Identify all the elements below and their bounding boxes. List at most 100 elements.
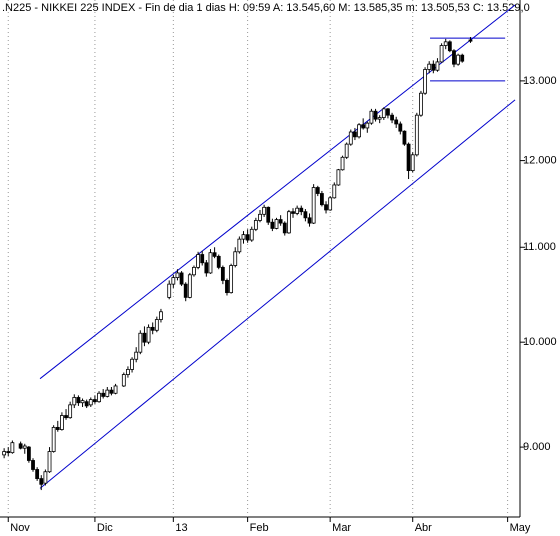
candle-body [93,399,97,403]
candle-body [258,213,262,221]
candle-body [394,119,399,125]
trend-line [39,99,516,489]
candle-body [200,254,205,264]
candle-body [196,254,200,268]
candle-body [266,206,271,223]
candle-body [10,442,15,454]
candle-body [307,217,312,224]
candle-body [175,272,180,278]
candle-body [303,211,308,219]
candle-body [386,108,390,116]
candle-body [183,283,188,298]
candle-body [332,184,337,199]
candle-body [410,154,415,172]
candle-body [320,193,324,206]
candle-body [439,45,444,63]
x-tick-label: 13 [175,522,187,534]
candle-body [427,63,432,70]
candle-body [216,255,221,268]
candle-body [154,319,159,331]
candle-body [282,222,287,234]
candle-body [126,369,130,375]
candle-body [101,392,106,397]
candle-body [109,389,114,394]
candle-body [47,451,52,473]
candle-body [80,400,85,404]
candle-body [311,187,316,224]
x-tick-label: Mar [332,522,351,534]
candle-body [381,108,386,118]
candle-body [88,399,93,406]
candle-body [134,351,139,360]
candle-body [51,426,56,452]
candle-body [353,131,357,138]
chart-title: .N225 - NIKKEI 225 INDEX - Fin de dia 1 … [2,2,530,14]
candle-body [286,211,291,234]
candle-body [270,221,275,229]
candle-body [84,401,89,407]
candle-body [274,219,279,229]
candle-body [390,114,394,121]
y-tick-label: 9.000 [523,441,551,453]
candle-body [167,283,172,298]
candle-body [336,169,341,186]
candle-body [150,326,155,331]
x-tick-label: Feb [250,522,269,534]
candle-body [369,110,374,124]
y-tick-label: 11.000 [523,241,556,253]
candle-body [159,311,163,320]
x-tick-label: Abr [415,522,432,534]
candle-body [402,130,407,145]
candle-body [97,392,101,403]
x-tick-label: May [510,522,531,534]
candle-body [6,451,11,454]
candle-body [130,358,134,370]
candle-body [68,404,73,419]
candle-body [113,385,118,394]
candle-body [60,415,64,430]
candle-body [245,234,250,241]
y-tick-label: 13.000 [523,75,557,87]
candle-body [26,446,31,461]
candle-body [76,397,81,404]
y-tick-label: 10.000 [523,336,557,348]
candle-body [278,219,283,224]
candle-body [35,469,40,479]
candle-body [138,332,143,353]
x-tick-label: Nov [10,522,30,534]
candle-body [64,415,68,419]
candle-body [262,206,267,215]
candle-body [295,207,300,214]
candle-body [208,252,213,274]
candle-body [398,123,403,132]
candle-body [105,389,110,397]
candle-body [373,110,378,120]
candle-body [146,326,151,343]
candle-body [18,443,23,449]
candle-body [253,220,258,230]
candle-body [43,471,48,484]
candle-body [361,124,366,129]
candle-body [315,187,320,194]
y-tick-label: 12.000 [523,155,557,167]
candle-body [142,332,147,343]
candle-body [452,50,456,65]
candle-body [55,426,60,430]
candle-body [324,204,328,211]
candle-body [179,272,184,285]
candle-body [233,251,238,266]
candle-body [220,266,225,281]
candle-body [414,114,419,156]
candle-body [192,266,196,276]
candle-body [2,451,7,456]
candle-body [357,124,361,138]
candle-body [419,92,423,116]
candle-body [249,228,254,241]
candle-body [241,234,246,240]
candle-body [468,39,473,42]
candle-body [171,277,176,285]
candle-body [299,207,304,213]
candle-body [431,63,436,71]
